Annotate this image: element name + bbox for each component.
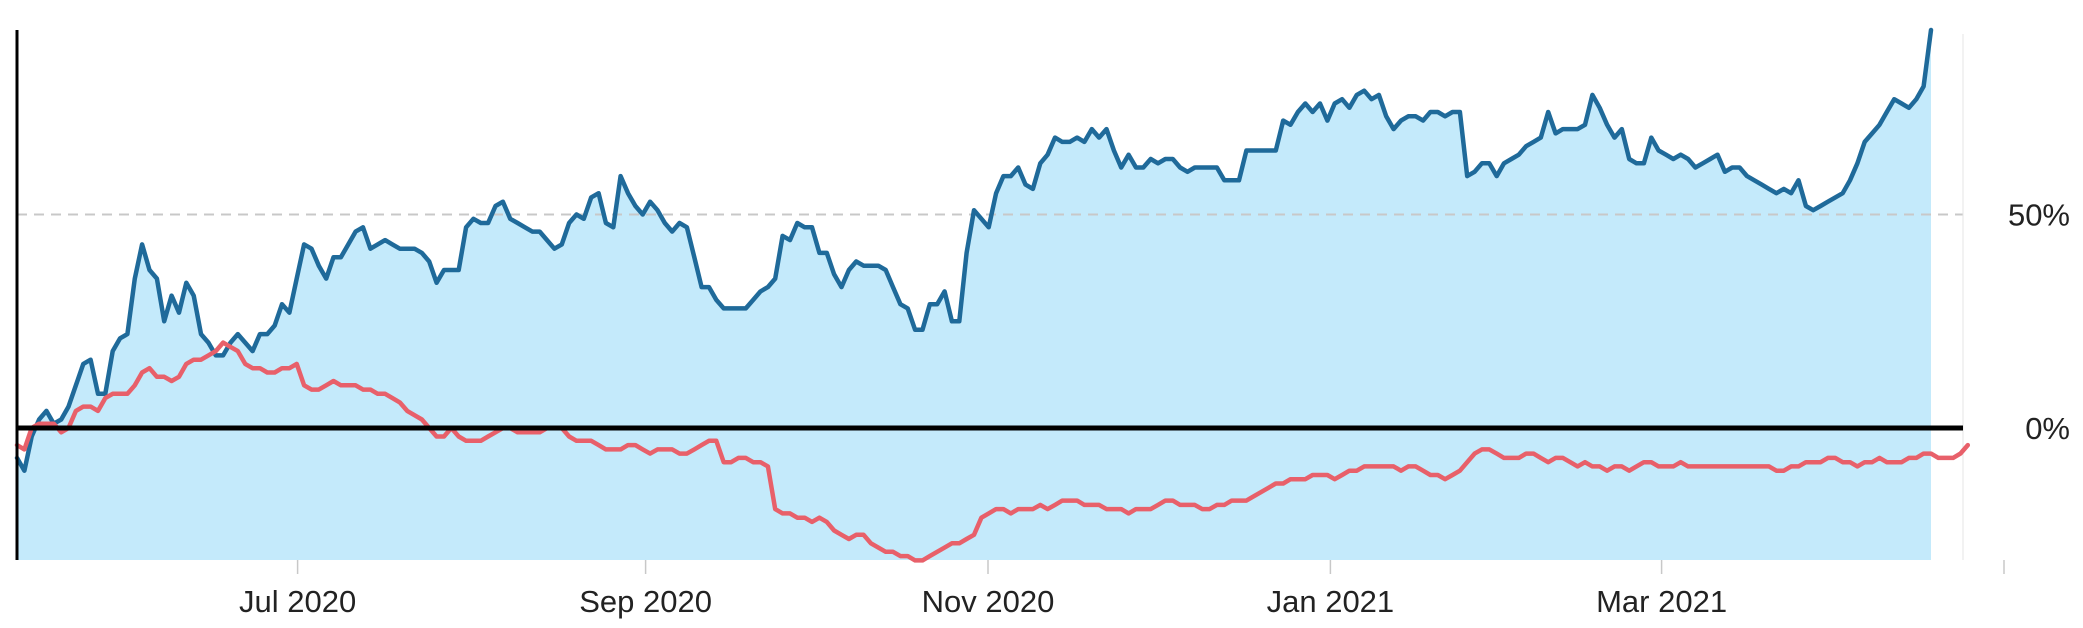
x-tick-label: Mar 2021 xyxy=(1596,584,1727,619)
x-tick-label: Sep 2020 xyxy=(579,584,712,619)
y-tick-label: 50% xyxy=(2008,198,2070,233)
red-series-line xyxy=(14,340,1971,563)
blue-series-line xyxy=(14,27,1934,473)
x-tick-label: Jul 2020 xyxy=(239,584,356,619)
series-layer xyxy=(14,27,1971,563)
x-tick-label: Nov 2020 xyxy=(922,584,1055,619)
shaded-area xyxy=(17,30,1931,560)
x-tick-label: Jan 2021 xyxy=(1267,584,1395,619)
chart-area-layer xyxy=(17,30,1931,560)
x-axis: Jul 2020 Sep 2020 Nov 2020 Jan 2021 Mar 2021 xyxy=(239,560,2005,619)
y-tick-label: 0% xyxy=(2025,411,2070,446)
y-axis-labels: 50% 0% xyxy=(2008,198,2070,447)
